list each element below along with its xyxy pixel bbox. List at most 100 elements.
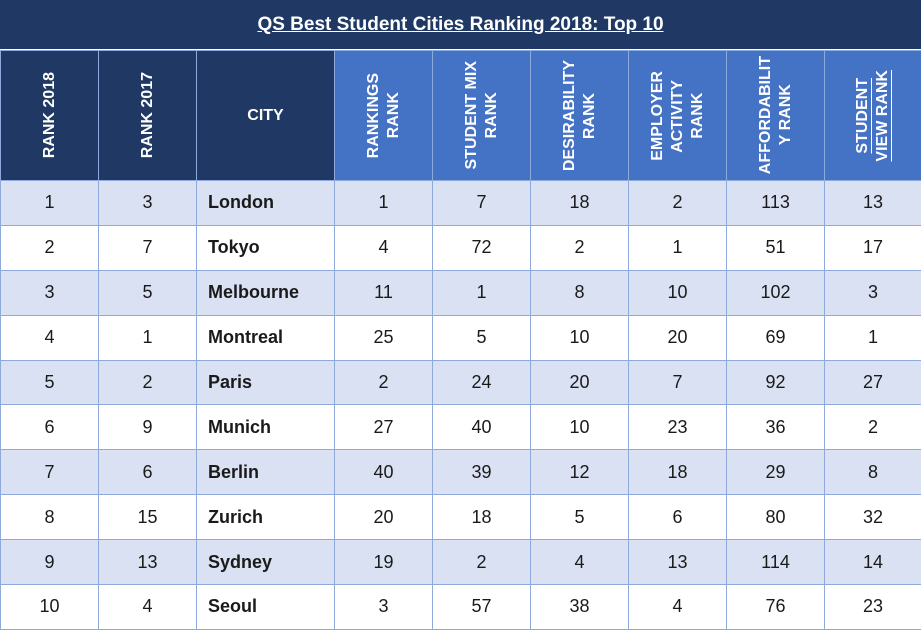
cell-rank-2018: 7	[1, 450, 99, 495]
cell-student-view-rank: 23	[825, 585, 921, 630]
header-rank-2018: RANK 2018	[1, 51, 99, 181]
header-row: RANK 2018 RANK 2017 CITY RANKINGS RANK S…	[1, 51, 921, 181]
cell-employer-activity-rank: 1	[629, 225, 727, 270]
cell-city: Seoul	[197, 585, 335, 630]
header-city: CITY	[197, 51, 335, 181]
cell-student-mix-rank: 2	[433, 540, 531, 585]
cell-rank-2018: 10	[1, 585, 99, 630]
cell-desirability-rank: 8	[531, 270, 629, 315]
cell-rank-2017: 2	[99, 360, 197, 405]
cell-rankings-rank: 4	[335, 225, 433, 270]
cell-affordability-rank: 113	[727, 181, 825, 226]
ranking-table: RANK 2018 RANK 2017 CITY RANKINGS RANK S…	[0, 50, 921, 630]
cell-rank-2017: 13	[99, 540, 197, 585]
cell-student-view-rank: 32	[825, 495, 921, 540]
cell-employer-activity-rank: 4	[629, 585, 727, 630]
cell-student-view-rank: 2	[825, 405, 921, 450]
cell-rankings-rank: 20	[335, 495, 433, 540]
header-label: DESIRABILITY RANK	[560, 60, 600, 171]
cell-affordability-rank: 51	[727, 225, 825, 270]
cell-rankings-rank: 11	[335, 270, 433, 315]
cell-student-view-rank: 27	[825, 360, 921, 405]
cell-rankings-rank: 25	[335, 315, 433, 360]
header-label: RANK 2017	[138, 72, 158, 158]
cell-affordability-rank: 69	[727, 315, 825, 360]
header-desirability-rank: DESIRABILITY RANK	[531, 51, 629, 181]
cell-city: Sydney	[197, 540, 335, 585]
cell-rank-2018: 6	[1, 405, 99, 450]
cell-student-mix-rank: 18	[433, 495, 531, 540]
cell-desirability-rank: 18	[531, 181, 629, 226]
header-rank-2017: RANK 2017	[99, 51, 197, 181]
cell-desirability-rank: 12	[531, 450, 629, 495]
cell-employer-activity-rank: 18	[629, 450, 727, 495]
cell-city: Munich	[197, 405, 335, 450]
cell-student-view-rank: 1	[825, 315, 921, 360]
cell-rank-2017: 4	[99, 585, 197, 630]
header-rankings-rank: RANKINGS RANK	[335, 51, 433, 181]
header-label: EMPLOYER ACTIVITY RANK	[648, 71, 708, 161]
header-student-mix-rank: STUDENT MIX RANK	[433, 51, 531, 181]
cell-employer-activity-rank: 23	[629, 405, 727, 450]
cell-student-view-rank: 13	[825, 181, 921, 226]
cell-student-mix-rank: 1	[433, 270, 531, 315]
cell-desirability-rank: 4	[531, 540, 629, 585]
cell-rankings-rank: 1	[335, 181, 433, 226]
cell-city: Tokyo	[197, 225, 335, 270]
cell-affordability-rank: 114	[727, 540, 825, 585]
cell-rank-2017: 9	[99, 405, 197, 450]
cell-rank-2017: 5	[99, 270, 197, 315]
cell-city: Berlin	[197, 450, 335, 495]
cell-rankings-rank: 40	[335, 450, 433, 495]
cell-student-mix-rank: 57	[433, 585, 531, 630]
cell-desirability-rank: 5	[531, 495, 629, 540]
header-label: STUDENT VIEW RANK	[853, 70, 893, 162]
header-label: RANKINGS RANK	[364, 73, 404, 158]
cell-employer-activity-rank: 20	[629, 315, 727, 360]
cell-city: Paris	[197, 360, 335, 405]
cell-rank-2017: 3	[99, 181, 197, 226]
header-label: RANK 2018	[40, 72, 60, 158]
cell-rankings-rank: 3	[335, 585, 433, 630]
cell-affordability-rank: 102	[727, 270, 825, 315]
cell-student-view-rank: 8	[825, 450, 921, 495]
cell-student-mix-rank: 7	[433, 181, 531, 226]
cell-employer-activity-rank: 10	[629, 270, 727, 315]
header-label: AFFORDABILIT Y RANK	[756, 56, 796, 174]
cell-rankings-rank: 2	[335, 360, 433, 405]
cell-affordability-rank: 36	[727, 405, 825, 450]
cell-student-mix-rank: 24	[433, 360, 531, 405]
cell-city: Montreal	[197, 315, 335, 360]
header-affordability-rank: AFFORDABILIT Y RANK	[727, 51, 825, 181]
cell-rank-2017: 1	[99, 315, 197, 360]
cell-student-mix-rank: 39	[433, 450, 531, 495]
cell-rank-2017: 15	[99, 495, 197, 540]
cell-student-mix-rank: 40	[433, 405, 531, 450]
cell-desirability-rank: 38	[531, 585, 629, 630]
cell-rank-2018: 9	[1, 540, 99, 585]
cell-rank-2018: 3	[1, 270, 99, 315]
cell-rankings-rank: 19	[335, 540, 433, 585]
cell-student-view-rank: 17	[825, 225, 921, 270]
cell-employer-activity-rank: 6	[629, 495, 727, 540]
cell-student-mix-rank: 72	[433, 225, 531, 270]
cell-desirability-rank: 10	[531, 405, 629, 450]
cell-rankings-rank: 27	[335, 405, 433, 450]
table-title: QS Best Student Cities Ranking 2018: Top…	[0, 0, 921, 50]
cell-student-mix-rank: 5	[433, 315, 531, 360]
cell-affordability-rank: 80	[727, 495, 825, 540]
cell-rank-2018: 5	[1, 360, 99, 405]
header-employer-activity-rank: EMPLOYER ACTIVITY RANK	[629, 51, 727, 181]
cell-affordability-rank: 29	[727, 450, 825, 495]
header-student-view-rank: STUDENT VIEW RANK	[825, 51, 921, 181]
cell-rank-2017: 6	[99, 450, 197, 495]
